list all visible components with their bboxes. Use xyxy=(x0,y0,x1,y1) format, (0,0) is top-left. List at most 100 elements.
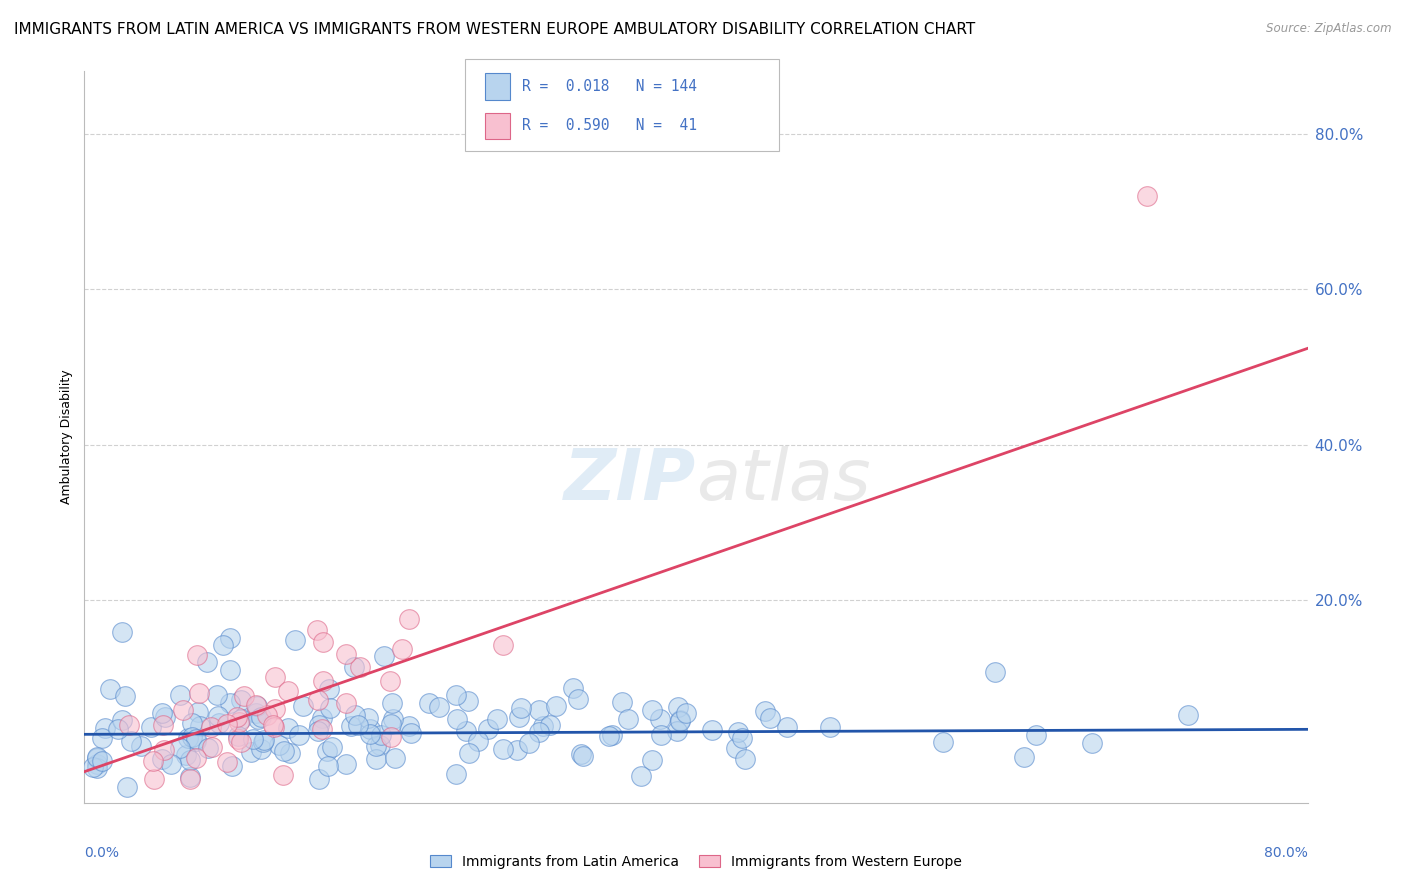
Point xyxy=(311,722,333,736)
Point xyxy=(253,733,276,747)
Point xyxy=(567,692,589,706)
Point xyxy=(666,700,689,714)
Point xyxy=(569,747,592,762)
Point xyxy=(82,760,104,774)
Point xyxy=(111,713,134,727)
Point xyxy=(527,725,550,739)
Point xyxy=(378,673,401,688)
Point xyxy=(538,717,561,731)
Point xyxy=(292,699,315,714)
Point xyxy=(364,752,387,766)
Point xyxy=(650,728,672,742)
Point xyxy=(641,703,664,717)
Point xyxy=(169,741,191,756)
Point xyxy=(141,720,163,734)
Point xyxy=(368,738,391,752)
Text: ZIP: ZIP xyxy=(564,447,696,516)
Point xyxy=(172,703,194,717)
Point xyxy=(247,712,270,726)
Point xyxy=(1177,708,1199,723)
Point xyxy=(734,752,756,766)
Point xyxy=(264,670,287,684)
Point xyxy=(311,711,333,725)
Point xyxy=(457,747,479,761)
Point xyxy=(283,632,305,647)
Point xyxy=(381,712,404,726)
Legend: Immigrants from Latin America, Immigrants from Western Europe: Immigrants from Latin America, Immigrant… xyxy=(430,855,962,869)
Point xyxy=(446,688,468,702)
Point xyxy=(86,761,108,775)
Point xyxy=(226,730,249,744)
Point xyxy=(86,756,108,771)
Point xyxy=(454,724,477,739)
Point xyxy=(517,736,540,750)
Point xyxy=(509,701,531,715)
Point xyxy=(231,735,253,749)
Point xyxy=(115,780,138,794)
Point xyxy=(1012,750,1035,764)
Point xyxy=(201,739,224,754)
Point xyxy=(271,768,294,782)
Point xyxy=(308,772,330,786)
Point xyxy=(218,663,240,677)
Point xyxy=(669,713,692,727)
Point xyxy=(307,724,329,739)
Point xyxy=(195,656,218,670)
Point xyxy=(228,714,250,729)
Point xyxy=(312,635,335,649)
Point xyxy=(357,711,380,725)
Point xyxy=(205,688,228,702)
Point xyxy=(335,647,357,661)
Point xyxy=(114,690,136,704)
Point xyxy=(169,688,191,702)
Point xyxy=(174,747,197,762)
Point xyxy=(180,730,202,744)
Point xyxy=(610,695,633,709)
Point xyxy=(776,721,799,735)
Point xyxy=(215,755,238,769)
Point xyxy=(457,694,479,708)
Point xyxy=(373,648,395,663)
Point xyxy=(229,713,252,727)
Point xyxy=(418,697,440,711)
Point xyxy=(485,712,508,726)
Point xyxy=(277,721,299,735)
Point xyxy=(307,623,329,637)
Point xyxy=(245,706,267,720)
Point xyxy=(231,693,253,707)
Point xyxy=(669,714,692,728)
Point xyxy=(318,759,340,773)
Point xyxy=(221,759,243,773)
Point xyxy=(273,744,295,758)
Point xyxy=(932,734,955,748)
Text: 80.0%: 80.0% xyxy=(1264,846,1308,860)
Point xyxy=(111,624,134,639)
Point xyxy=(233,689,256,703)
Point xyxy=(118,718,141,732)
Point xyxy=(250,742,273,756)
Point xyxy=(347,718,370,732)
Point xyxy=(91,754,114,768)
Point xyxy=(572,749,595,764)
Point xyxy=(242,731,264,746)
Text: R =  0.590   N =  41: R = 0.590 N = 41 xyxy=(522,119,696,134)
Point xyxy=(155,710,177,724)
Point xyxy=(318,681,340,696)
Point xyxy=(245,698,267,713)
Point xyxy=(467,733,489,747)
Point xyxy=(184,734,207,748)
Point xyxy=(287,728,309,742)
Point xyxy=(94,721,117,735)
Point xyxy=(312,674,335,689)
Point xyxy=(153,743,176,757)
Point xyxy=(342,659,364,673)
Point xyxy=(492,742,515,756)
Point xyxy=(208,716,231,731)
Point xyxy=(665,723,688,738)
Point xyxy=(86,750,108,764)
Point xyxy=(727,725,749,739)
Point xyxy=(1136,189,1159,203)
Point xyxy=(1080,736,1102,750)
Y-axis label: Ambulatory Disability: Ambulatory Disability xyxy=(60,370,73,504)
Point xyxy=(384,750,406,764)
